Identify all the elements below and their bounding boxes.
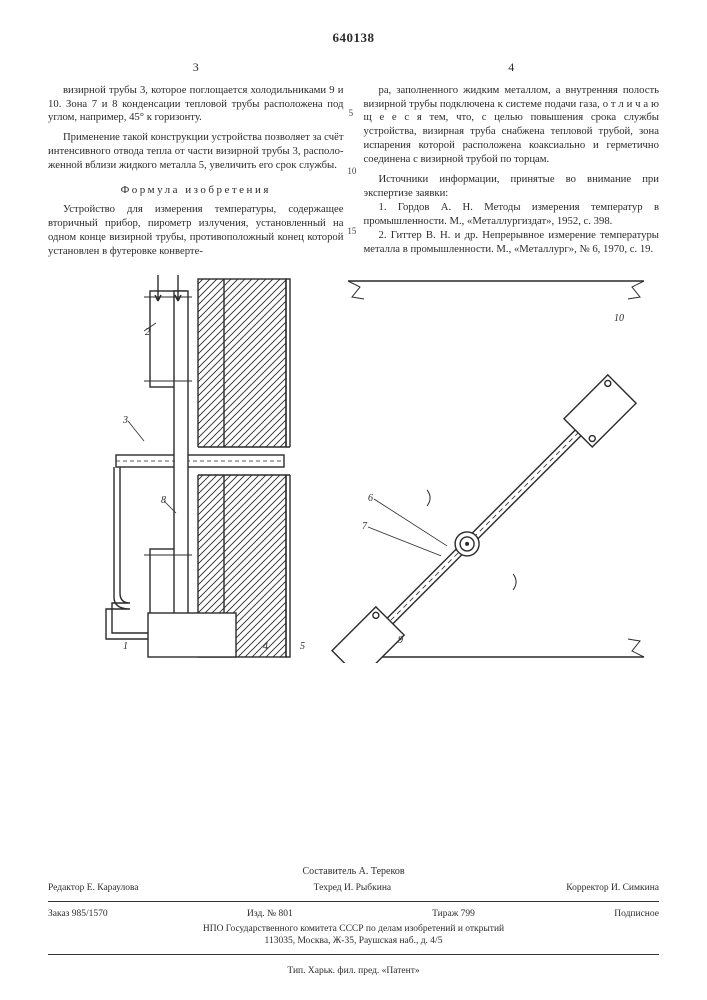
body-para: Применение такой конструкции устрой­ства… xyxy=(48,131,344,173)
svg-text:1: 1 xyxy=(123,641,128,652)
body-para: визирной трубы 3, которое поглощается хо… xyxy=(48,84,344,126)
tirazh: Тираж 799 xyxy=(432,908,475,921)
formula-heading: Формула изобретения xyxy=(48,183,344,197)
compiler: Составитель А. Тереков xyxy=(48,865,659,879)
subscription: Подписное xyxy=(614,908,659,921)
page: 640138 3 визирной трубы 3, которое погло… xyxy=(0,0,707,696)
techred: Техред И. Рыбкина xyxy=(314,882,391,895)
order-no: Заказ 985/1570 xyxy=(48,908,108,921)
line-mark: 5 xyxy=(349,108,354,118)
refs-heading: Источники информации, принятые во вниман… xyxy=(364,173,660,201)
editor: Редактор Е. Караулова xyxy=(48,882,139,895)
ref-item: 1. Гордов А. Н. Методы измерения тем­пер… xyxy=(364,201,660,229)
page-col-no-right: 4 xyxy=(364,60,660,76)
printer: Тип. Харьк. фил. пред. «Патент» xyxy=(48,965,659,978)
svg-text:4: 4 xyxy=(263,641,268,652)
patent-number: 640138 xyxy=(48,30,659,46)
claim-left: Устройство для измерения температуры, со… xyxy=(48,203,344,259)
ref-item: 2. Гиттер В. Н. и др. Непрерывное изме­р… xyxy=(364,229,660,257)
line-mark: 10 xyxy=(347,166,356,176)
divider xyxy=(48,901,659,902)
izd-no: Изд. № 801 xyxy=(247,908,293,921)
colophon: Составитель А. Тереков Редактор Е. Карау… xyxy=(48,865,659,978)
svg-text:9: 9 xyxy=(398,635,403,646)
svg-text:5: 5 xyxy=(300,641,305,652)
corrector: Корректор И. Симкина xyxy=(566,882,659,895)
line-mark: 15 xyxy=(347,226,356,236)
svg-text:3: 3 xyxy=(122,415,128,426)
right-column: 4 ра, заполненного жидким металлом, а вн… xyxy=(364,60,660,259)
svg-text:10: 10 xyxy=(614,313,624,324)
publisher-address: НПО Государственного комитета СССР по де… xyxy=(48,923,659,949)
claim-right: ра, заполненного жидким металлом, а внут… xyxy=(364,84,660,167)
svg-text:6: 6 xyxy=(368,493,373,504)
left-column: 3 визирной трубы 3, которое поглощается … xyxy=(48,60,344,259)
svg-text:7: 7 xyxy=(362,521,368,532)
technical-figure: 12345867910 xyxy=(48,273,659,663)
page-col-no-left: 3 xyxy=(48,60,344,76)
divider xyxy=(48,954,659,955)
svg-text:8: 8 xyxy=(161,495,166,506)
